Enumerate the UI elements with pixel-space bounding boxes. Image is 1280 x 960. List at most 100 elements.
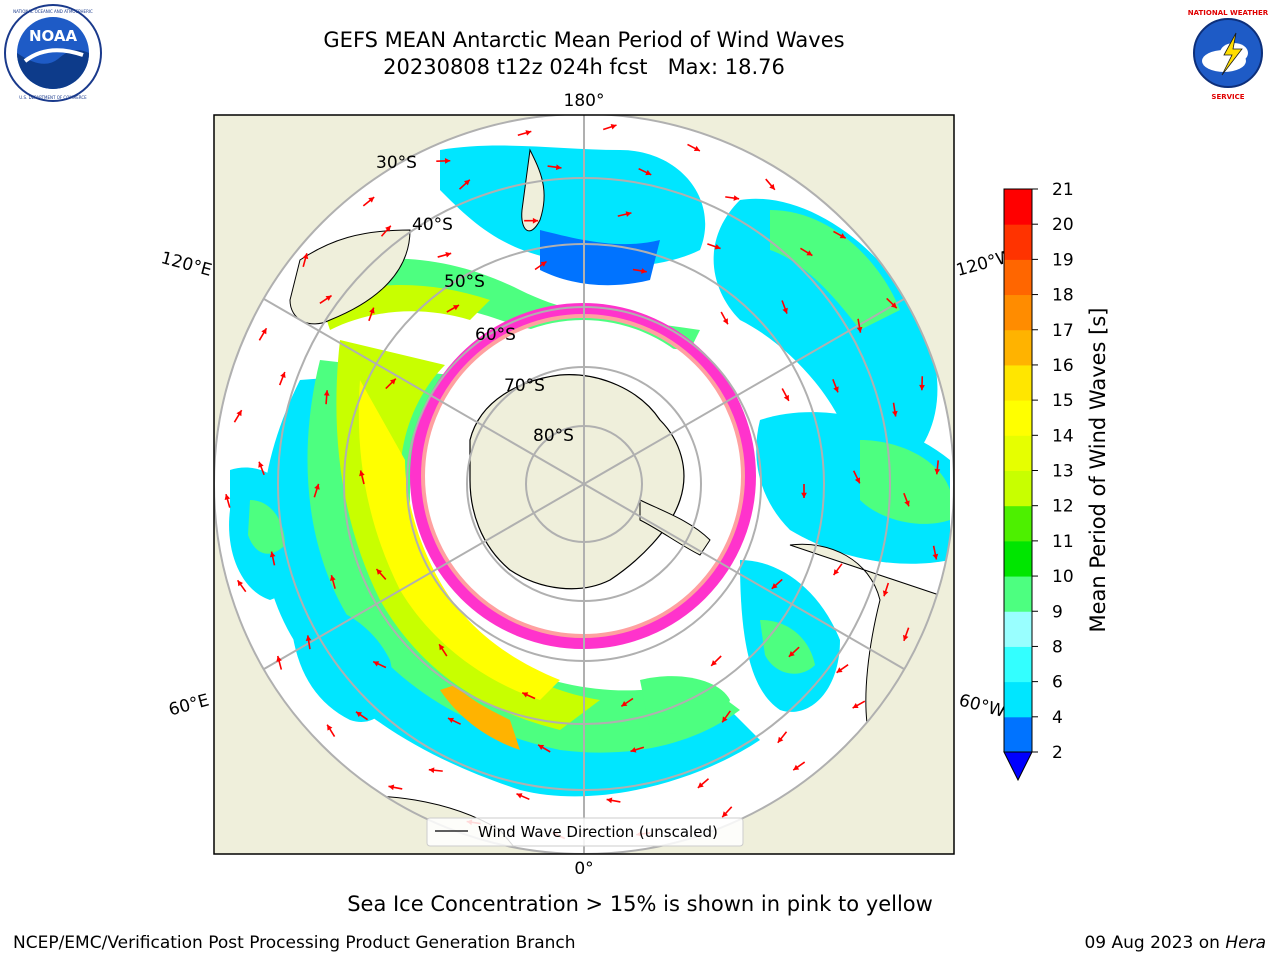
wave-arrow-head <box>733 195 740 201</box>
wave-arrow-head <box>538 744 545 750</box>
wave-arrow-head <box>693 145 700 152</box>
wave-arrow-head <box>854 477 861 484</box>
wave-arrow-head <box>302 253 309 260</box>
lat-label: 40°S <box>412 215 453 235</box>
wave-arrow-head <box>359 470 365 477</box>
wave-arrow-head <box>902 634 909 641</box>
wave-arrow-head <box>540 261 547 267</box>
wave-arrow-head <box>932 553 939 560</box>
wave-arrow-head <box>697 782 704 788</box>
lon-label-180: 180° <box>564 91 605 111</box>
colorbar-segment <box>1004 189 1032 225</box>
colorbar-segment <box>1004 435 1032 471</box>
wave-arrow-head <box>237 580 244 587</box>
wave-arrow-head <box>919 384 925 391</box>
wave-arrow-head <box>892 410 898 417</box>
graticule <box>214 115 954 854</box>
colorbar-segment <box>1004 611 1032 647</box>
wave-arrow-head <box>833 569 840 576</box>
svg-text:NATIONAL OCEANIC AND ATMOSPHER: NATIONAL OCEANIC AND ATMOSPHERIC <box>13 9 93 14</box>
colorbar-segment <box>1004 329 1032 366</box>
wave-arrow-head <box>385 225 391 232</box>
wave-arrow-head <box>621 700 628 707</box>
svg-text:U.S. DEPARTMENT OF COMMERCE: U.S. DEPARTMENT OF COMMERCE <box>19 95 87 100</box>
colorbar-tick-label: 11 <box>1052 532 1074 552</box>
colorbar-segment <box>1004 364 1032 401</box>
colorbar-segment <box>1004 294 1032 331</box>
wave-arrow-head <box>934 468 941 475</box>
wave-arrow-head <box>783 394 789 401</box>
wave-arrow-head <box>325 295 332 301</box>
wave-arrow-head <box>224 494 231 501</box>
wave-arrow-head <box>447 717 454 724</box>
colorbar-tick-label: 18 <box>1052 286 1074 306</box>
wave-arrow-head <box>439 644 445 651</box>
legend-label: Wind Wave Direction (unscaled) <box>478 823 718 841</box>
wave-arrow-head <box>714 244 721 250</box>
colorbar-tick-label: 15 <box>1052 391 1074 411</box>
colorbar-tick-label: 17 <box>1052 321 1074 341</box>
wave-arrow-head <box>258 461 264 468</box>
wave-arrow-head <box>327 724 333 731</box>
svg-text:SERVICE: SERVICE <box>1211 93 1244 101</box>
lon-label-0: 0° <box>574 859 593 879</box>
wave-arrow-head <box>839 233 846 239</box>
wave-arrow-head <box>368 197 375 203</box>
wave-arrow-head <box>856 326 863 333</box>
noaa-logo: NOAA NATIONAL OCEANIC AND ATMOSPHERIC U.… <box>4 4 102 102</box>
colorbar-segment <box>1004 470 1032 507</box>
antarctica <box>469 374 685 590</box>
wave-arrow-head <box>453 305 460 311</box>
sea-ice-note: Sea Ice Concentration > 15% is shown in … <box>347 892 933 916</box>
wave-arrow-head <box>722 318 728 325</box>
wave-arrow-head <box>645 169 652 176</box>
wave-arrow-head <box>788 651 795 657</box>
wave-arrow-head <box>330 575 336 582</box>
colorbar-segment <box>1004 400 1032 436</box>
wave-arrow-head <box>793 764 800 771</box>
colorbar-tick-label: 13 <box>1052 462 1074 482</box>
lat-label: 30°S <box>376 153 417 173</box>
wave-arrow-head <box>305 635 312 641</box>
lon-label-120e: 120°E <box>159 248 214 281</box>
footer-date: 09 Aug 2023 on <box>1084 933 1226 953</box>
wave-arrow-head <box>890 302 897 309</box>
wave-arrow-head <box>777 736 784 743</box>
wave-arrow-head <box>388 784 395 791</box>
wave-arrow-head <box>323 390 330 396</box>
lat-label: 50°S <box>444 272 485 292</box>
wave-arrow-head <box>236 410 242 417</box>
wave-arrow-head <box>833 386 839 393</box>
wave-arrow-head <box>389 378 396 385</box>
colorbar-segment <box>1004 540 1032 577</box>
footer-right: 09 Aug 2023 on Hera <box>1084 933 1266 953</box>
colorbar-under-triangle <box>1003 751 1033 782</box>
lat-label: 60°S <box>475 325 516 345</box>
colorbar-tick-label: 6 <box>1052 673 1063 693</box>
colorbar-tick-label: 20 <box>1052 215 1074 235</box>
map-frame <box>213 114 955 855</box>
map-legend: Wind Wave Direction (unscaled) <box>426 817 744 847</box>
colorbar-tick-label: 4 <box>1052 708 1063 728</box>
colorbar-tick-label: 19 <box>1052 250 1074 270</box>
wave-arrow-head <box>769 183 775 190</box>
wave-arrow-head <box>428 767 435 774</box>
colorbar-segment <box>1004 224 1032 260</box>
wave-arrow-head <box>269 551 276 558</box>
wave-arrow-head <box>782 307 788 314</box>
wave-arrow-head <box>771 583 778 589</box>
wave-arrow-head <box>356 711 362 718</box>
wave-arrow-head <box>625 211 632 217</box>
colorbar-segment <box>1004 505 1032 542</box>
colorbar-tick-label: 21 <box>1052 180 1074 200</box>
wave-arrow-head <box>376 569 383 575</box>
footer-host: Hera <box>1225 933 1266 953</box>
colorbar-tick-label: 12 <box>1052 497 1074 517</box>
colorbar-tick-label: 16 <box>1052 356 1074 376</box>
wave-arrow-head <box>445 251 452 258</box>
wave-arrow-head <box>882 590 889 597</box>
wave-arrow-head <box>369 307 375 314</box>
lat-label: 70°S <box>504 376 545 396</box>
wave-arrow-head <box>806 250 813 256</box>
wave-arrow-head <box>836 667 843 673</box>
